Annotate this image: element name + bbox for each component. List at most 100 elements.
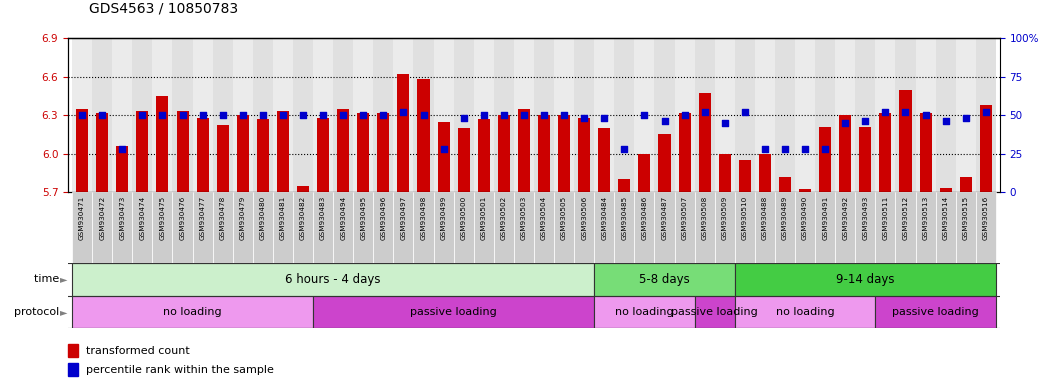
Bar bbox=[739, 160, 751, 192]
Text: GSM930500: GSM930500 bbox=[461, 195, 467, 240]
Bar bbox=[595, 263, 735, 296]
Text: ►: ► bbox=[60, 274, 67, 285]
Bar bbox=[915, 192, 936, 263]
Bar bbox=[276, 111, 289, 192]
Bar bbox=[919, 113, 932, 192]
Bar bbox=[875, 192, 895, 263]
Bar bbox=[578, 118, 591, 192]
Bar bbox=[619, 179, 630, 192]
Bar bbox=[735, 38, 755, 192]
Bar bbox=[855, 192, 875, 263]
Bar bbox=[232, 192, 252, 263]
Bar bbox=[153, 38, 173, 192]
Bar bbox=[554, 38, 574, 192]
Bar bbox=[132, 192, 153, 263]
Text: GSM930472: GSM930472 bbox=[99, 195, 105, 240]
Bar bbox=[438, 122, 449, 192]
Bar bbox=[735, 296, 875, 328]
Bar bbox=[558, 115, 571, 192]
Text: GSM930514: GSM930514 bbox=[942, 195, 949, 240]
Bar bbox=[875, 296, 996, 328]
Bar bbox=[374, 192, 394, 263]
Text: GSM930475: GSM930475 bbox=[159, 195, 165, 240]
Bar bbox=[414, 38, 433, 192]
Point bbox=[195, 112, 211, 118]
Text: GSM930510: GSM930510 bbox=[742, 195, 748, 240]
Bar bbox=[252, 192, 273, 263]
Bar bbox=[534, 192, 554, 263]
Text: GSM930493: GSM930493 bbox=[863, 195, 868, 240]
Text: GSM930491: GSM930491 bbox=[822, 195, 828, 240]
Bar bbox=[678, 113, 691, 192]
Bar bbox=[795, 192, 816, 263]
Bar bbox=[855, 38, 875, 192]
Bar bbox=[313, 192, 333, 263]
Bar bbox=[956, 192, 976, 263]
Bar bbox=[895, 192, 915, 263]
Text: no loading: no loading bbox=[615, 307, 673, 317]
Bar bbox=[595, 296, 694, 328]
Point bbox=[455, 115, 472, 121]
Point bbox=[174, 112, 191, 118]
Bar bbox=[538, 115, 550, 192]
Text: GSM930487: GSM930487 bbox=[662, 195, 668, 240]
Text: GSM930480: GSM930480 bbox=[260, 195, 266, 240]
Bar bbox=[494, 38, 514, 192]
Bar bbox=[293, 38, 313, 192]
Bar bbox=[72, 192, 92, 263]
Bar bbox=[414, 192, 433, 263]
Bar bbox=[112, 192, 132, 263]
Bar bbox=[398, 74, 409, 192]
Point bbox=[73, 112, 90, 118]
Bar bbox=[759, 154, 771, 192]
Bar bbox=[939, 188, 952, 192]
Text: GSM930515: GSM930515 bbox=[963, 195, 968, 240]
Bar bbox=[473, 192, 494, 263]
Bar bbox=[694, 38, 715, 192]
Text: ►: ► bbox=[60, 307, 67, 317]
Point bbox=[536, 112, 553, 118]
Bar bbox=[136, 111, 149, 192]
Bar bbox=[497, 115, 510, 192]
Text: GSM930495: GSM930495 bbox=[360, 195, 366, 240]
Bar bbox=[816, 38, 836, 192]
Text: 6 hours - 4 days: 6 hours - 4 days bbox=[286, 273, 381, 286]
Bar bbox=[735, 263, 996, 296]
Bar bbox=[819, 127, 831, 192]
Point bbox=[556, 112, 573, 118]
Bar bbox=[960, 177, 972, 192]
Bar bbox=[976, 38, 996, 192]
Text: GSM930473: GSM930473 bbox=[119, 195, 126, 240]
Bar bbox=[433, 38, 453, 192]
Text: GSM930516: GSM930516 bbox=[983, 195, 988, 240]
Point bbox=[736, 109, 753, 115]
Bar bbox=[795, 38, 816, 192]
Bar bbox=[674, 38, 694, 192]
Text: GSM930505: GSM930505 bbox=[561, 195, 567, 240]
Bar bbox=[574, 38, 595, 192]
Bar bbox=[915, 38, 936, 192]
Point bbox=[636, 112, 652, 118]
Text: GSM930490: GSM930490 bbox=[802, 195, 808, 240]
Text: GSM930509: GSM930509 bbox=[721, 195, 728, 240]
Bar bbox=[132, 38, 153, 192]
Bar bbox=[453, 192, 473, 263]
Text: GSM930503: GSM930503 bbox=[521, 195, 527, 240]
Bar bbox=[715, 38, 735, 192]
Bar bbox=[899, 89, 912, 192]
Bar bbox=[755, 38, 775, 192]
Bar bbox=[936, 38, 956, 192]
Point bbox=[716, 120, 733, 126]
Bar bbox=[193, 192, 213, 263]
Text: GSM930488: GSM930488 bbox=[762, 195, 767, 240]
Text: GSM930485: GSM930485 bbox=[621, 195, 627, 240]
Bar bbox=[217, 126, 228, 192]
Bar bbox=[775, 192, 795, 263]
Text: GSM930483: GSM930483 bbox=[320, 195, 326, 240]
Text: GSM930479: GSM930479 bbox=[240, 195, 246, 240]
Point bbox=[797, 146, 814, 152]
Bar bbox=[534, 38, 554, 192]
Bar bbox=[453, 38, 473, 192]
Bar bbox=[333, 38, 353, 192]
Bar bbox=[173, 38, 193, 192]
